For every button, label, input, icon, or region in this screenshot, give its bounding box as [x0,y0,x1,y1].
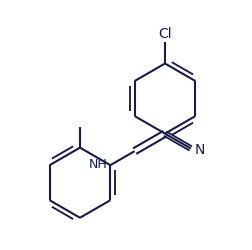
Text: Cl: Cl [158,27,172,41]
Text: N: N [195,142,205,156]
Text: NH: NH [89,157,108,170]
